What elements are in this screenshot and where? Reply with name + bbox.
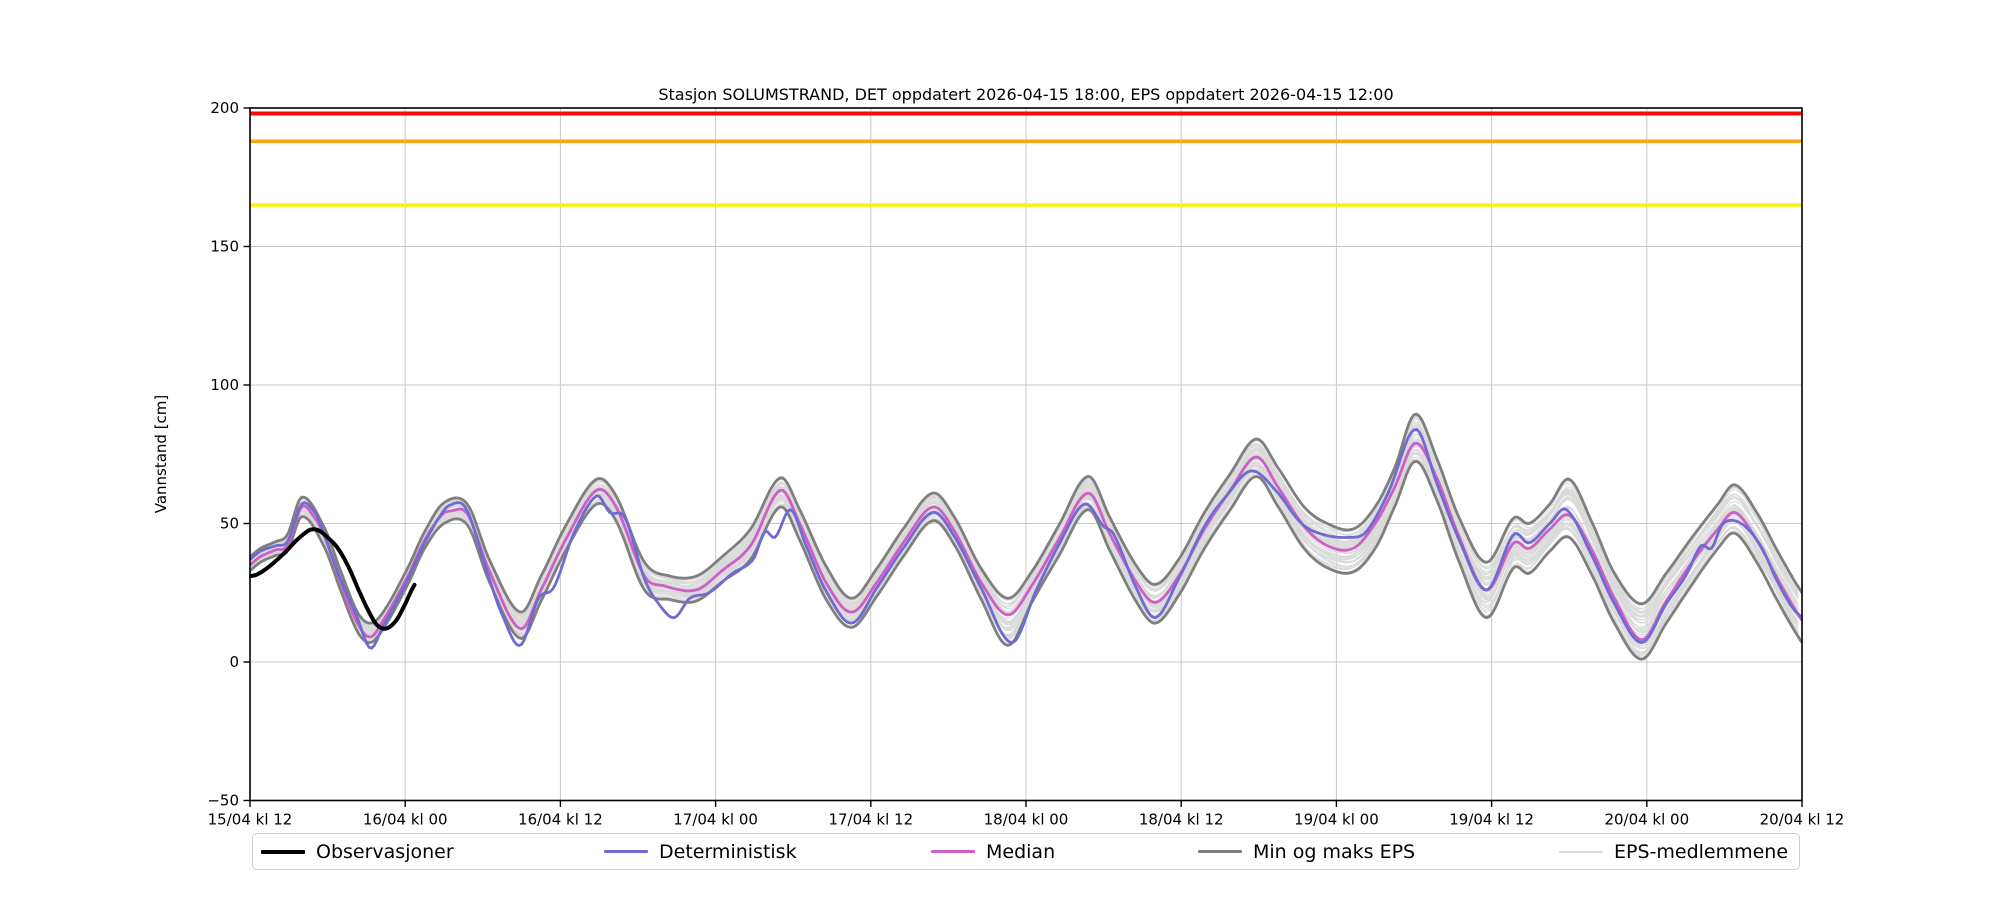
- x-tick-label: 20/04 kl 00: [1604, 811, 1689, 829]
- legend-label-minmax-eps: Min og maks EPS: [1253, 840, 1416, 863]
- deterministic-curve: [249, 428, 1803, 650]
- legend-label-deterministic: Deterministisk: [659, 840, 797, 863]
- legend-swatch-median: [931, 850, 975, 853]
- x-tick-label: 20/04 kl 12: [1760, 811, 1845, 829]
- legend-label-observations: Observasjoner: [316, 840, 454, 863]
- eps-member-curve: [249, 415, 1799, 627]
- median-curve: [249, 441, 1803, 642]
- x-tick-label: 18/04 kl 00: [984, 811, 1069, 829]
- y-tick-label: 50: [220, 515, 239, 533]
- y-tick-label: −50: [207, 792, 239, 810]
- y-tick-label: 200: [210, 99, 239, 117]
- grid: [249, 107, 1803, 801]
- y-tick-label: 0: [229, 653, 239, 671]
- x-tick-label: 17/04 kl 12: [828, 811, 913, 829]
- curves: [249, 412, 1803, 661]
- x-tick-label: 17/04 kl 00: [673, 811, 758, 829]
- legend-swatch-observations: [261, 849, 305, 854]
- eps-max-curve: [249, 412, 1803, 625]
- observations-curve: [249, 527, 417, 631]
- legend: Observasjoner Deterministisk Median Min …: [252, 833, 1800, 870]
- legend-label-median: Median: [986, 840, 1056, 863]
- legend-item-eps-members: EPS-medlemmene: [1559, 834, 1788, 869]
- legend-label-eps-members: EPS-medlemmene: [1614, 840, 1789, 863]
- y-tick-label: 150: [210, 238, 239, 256]
- x-tick-label: 15/04 kl 12: [208, 811, 293, 829]
- chart-title: Stasjon SOLUMSTRAND, DET oppdatert 2026-…: [658, 85, 1394, 104]
- legend-item-minmax-eps: Min og maks EPS: [1198, 834, 1415, 869]
- x-tick-label: 19/04 kl 12: [1449, 811, 1534, 829]
- y-tick-label: 100: [210, 376, 239, 394]
- x-tick-label: 16/04 kl 00: [363, 811, 448, 829]
- legend-swatch-eps-members: [1559, 850, 1603, 853]
- axis-ticks: 15/04 kl 12 16/04 kl 00 16/04 kl 12 17/04 k…: [207, 99, 1844, 828]
- legend-item-deterministic: Deterministisk: [604, 834, 797, 869]
- legend-swatch-deterministic: [604, 850, 648, 853]
- x-tick-label: 19/04 kl 00: [1294, 811, 1379, 829]
- legend-item-median: Median: [931, 834, 1055, 869]
- legend-swatch-minmax-eps: [1198, 850, 1242, 853]
- x-tick-label: 18/04 kl 12: [1139, 811, 1224, 829]
- x-tick-label: 16/04 kl 12: [518, 811, 603, 829]
- legend-item-observations: Observasjoner: [261, 834, 454, 869]
- eps-member-curve: [249, 417, 1799, 629]
